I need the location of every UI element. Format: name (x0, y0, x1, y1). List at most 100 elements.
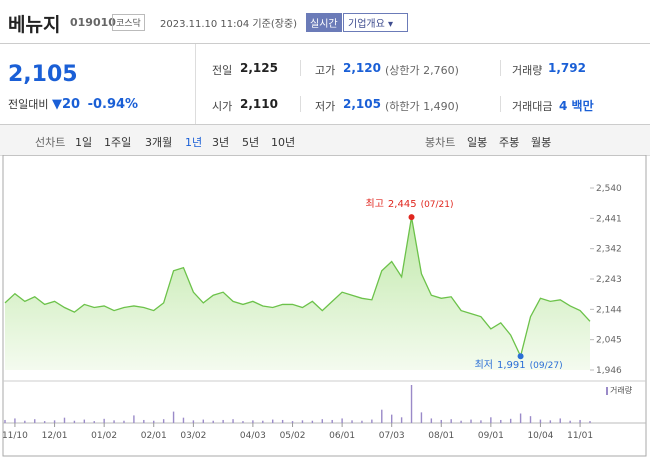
x-tick-label: 03/02 (180, 431, 206, 441)
tab[interactable]: 3개월 (145, 136, 173, 149)
stat-value: 2,120 (343, 61, 381, 75)
overview-button[interactable]: 기업개요 ▾ (343, 13, 409, 32)
volume-bar (182, 417, 185, 423)
volume-bar (351, 420, 353, 423)
x-tick-label: 12/01 (42, 431, 68, 441)
annotation-label: 최고 (366, 198, 384, 210)
tab-group-label: 선차트 (35, 136, 66, 149)
volume-bar (381, 409, 383, 423)
legend-swatch (606, 387, 608, 395)
volume-bar (192, 420, 195, 423)
realtime-button[interactable]: 실시간 (306, 13, 342, 32)
tab[interactable]: 10년 (271, 136, 296, 149)
volume-bar (133, 415, 135, 423)
x-tick-label: 01/02 (91, 431, 117, 441)
volume-bar (4, 419, 6, 423)
stat-note: (하한가 1,490) (385, 100, 459, 113)
stat-label: 고가 (315, 64, 336, 77)
volume-bar (143, 419, 145, 423)
volume-bar (222, 419, 224, 423)
volume-bar (480, 420, 482, 423)
tab[interactable]: 주봉 (499, 136, 520, 149)
volume-bar (470, 419, 472, 423)
volume-bar (93, 421, 95, 423)
tab[interactable]: 월봉 (531, 136, 552, 149)
price: 2,105 (8, 62, 78, 87)
volume-bar (539, 419, 542, 423)
volume-bar (509, 418, 512, 423)
stat-label: 저가 (315, 100, 336, 113)
stat-note: (상한가 2,760) (385, 64, 459, 77)
x-tick-label: 07/03 (379, 431, 405, 441)
volume-legend: 거래량 (610, 385, 633, 395)
volume-bar (14, 418, 16, 423)
volume-bar (212, 420, 214, 423)
price-area (5, 217, 590, 370)
volume-bar (549, 420, 552, 423)
divider (300, 60, 301, 76)
volume-bar (103, 418, 105, 423)
x-tick-label: 11/10 (2, 431, 28, 441)
change: 20 (61, 97, 81, 112)
volume-bar (311, 420, 314, 423)
stat-label: 전일 (212, 64, 233, 77)
x-tick-label: 02/01 (141, 431, 167, 441)
stat-value: 1,792 (548, 61, 586, 75)
tab[interactable]: 3년 (212, 136, 230, 149)
volume-bar (272, 419, 274, 423)
tab[interactable]: 1일 (75, 136, 93, 149)
volume-bar (252, 420, 254, 423)
volume-bar (262, 420, 264, 423)
x-tick-label: 08/01 (428, 431, 454, 441)
annotation-date: (07/21) (421, 200, 454, 210)
chart-frame (2, 155, 647, 457)
volume-bar (83, 419, 86, 423)
change-label: 전일대비 (8, 98, 49, 111)
volume-bar (341, 418, 343, 423)
volume-bar (529, 416, 532, 423)
tab-bar (0, 124, 650, 156)
stat-value: 2,110 (240, 97, 278, 111)
price-line (4, 216, 591, 359)
y-tick-label: 1,946 (596, 366, 622, 376)
tab-group-label: 봉차트 (425, 136, 456, 149)
volume-bar (519, 413, 522, 423)
volume-bar (460, 420, 462, 423)
volume-bar (162, 419, 165, 423)
x-tick-label: 04/03 (240, 431, 266, 441)
stat-value: 4 백만 (559, 99, 594, 113)
volume-bar (410, 385, 413, 423)
volume-bar (123, 420, 125, 423)
annotation-dot (517, 353, 524, 360)
volume-bar (291, 421, 294, 423)
x-tick-label: 10/04 (527, 431, 553, 441)
tab[interactable]: 1주일 (104, 136, 132, 149)
divider (195, 44, 196, 124)
volume-bar (559, 418, 561, 423)
stock-code: 019010 (70, 16, 116, 29)
tab[interactable]: 1년 (185, 136, 203, 149)
annotation-value-label: 2,445 (388, 199, 417, 210)
annotation: 최고 2,445 (07/21) (366, 198, 454, 210)
volume-bar (153, 420, 155, 423)
stat-value: 2,105 (343, 97, 381, 111)
volume-bar (63, 417, 66, 423)
tab[interactable]: 일봉 (467, 136, 488, 149)
volume-bar (331, 419, 333, 423)
y-tick-label: 2,540 (596, 184, 622, 194)
change-row: 전일대비 ▼20 -0.94% (8, 97, 139, 112)
annotation-label: 최저 (475, 359, 493, 371)
stat-label: 거래대금 (512, 100, 553, 113)
tab[interactable]: 5년 (242, 136, 260, 149)
volume-bar (24, 420, 26, 423)
y-tick-label: 2,342 (596, 245, 622, 255)
volume-bar (242, 421, 244, 423)
overview-label: 기업개요 (348, 19, 385, 30)
annotation-dot (408, 214, 415, 221)
divider (0, 43, 650, 44)
volume-bar (390, 414, 393, 423)
y-tick-label: 2,045 (596, 336, 622, 346)
volume-bar (172, 411, 175, 423)
volume-bar (281, 419, 284, 423)
